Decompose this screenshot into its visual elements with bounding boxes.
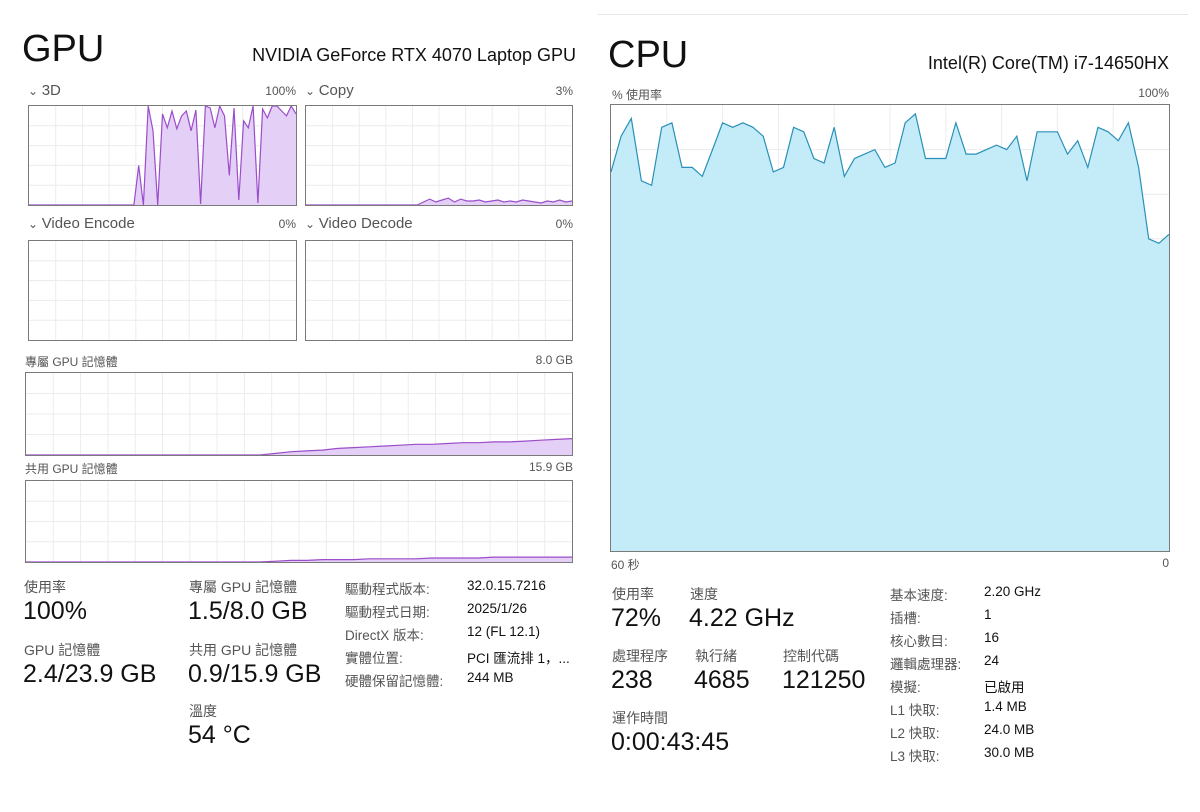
cpu-l1-key: L1 快取:: [890, 703, 940, 718]
cpu-utilization-value: 72%: [611, 604, 662, 632]
cpu-logical-key: 邏輯處理器:: [890, 657, 962, 672]
cpu-l2-value: 24.0 MB: [984, 722, 1035, 737]
cpu-cores-key: 核心數目:: [890, 634, 948, 649]
engine-copy-graph: [305, 105, 573, 206]
cpu-handles-value: 121250: [782, 666, 866, 694]
gpu-temp-label: 溫度: [189, 703, 217, 719]
chevron-down-icon: ⌄: [305, 217, 316, 231]
shared-memory-label: 共用 GPU 記憶體: [25, 462, 118, 476]
engine-decode-label: Video Decode: [318, 215, 413, 232]
engine-3d-trace-area: [29, 106, 296, 205]
cpu-speed-label: 速度: [690, 586, 718, 602]
chevron-down-icon: ⌄: [28, 217, 39, 231]
cpu-device-name: Intel(R) Core(TM) i7-14650HX: [927, 53, 1169, 73]
engine-3d-graph: [28, 105, 297, 206]
cpu-processes-label: 處理程序: [612, 648, 668, 664]
dedicated-memory-graph: [25, 372, 573, 456]
cpu-processes-value: 238: [611, 666, 653, 694]
cpu-cores-value: 16: [984, 630, 1000, 645]
cpu-uptime-value: 0:00:43:45: [611, 728, 730, 756]
gpu-directx-value: 12 (FL 12.1): [467, 624, 541, 639]
cpu-sockets-key: 插槽:: [890, 611, 921, 626]
gpu-location-key: 實體位置:: [345, 651, 403, 666]
gpu-driver-date-value: 2025/1/26: [467, 601, 528, 616]
cpu-base-speed-key: 基本速度:: [890, 588, 948, 603]
shared-memory-graph: [25, 480, 573, 563]
engine-decode-max: 0%: [555, 217, 573, 231]
cpu-graph-max: 100%: [1138, 86, 1169, 100]
engine-encode-max: 0%: [278, 217, 296, 231]
cpu-threads-value: 4685: [694, 666, 750, 694]
cpu-title: CPU: [608, 34, 689, 76]
panel-top-border: [598, 14, 1188, 15]
cpu-virtualization-key: 模擬:: [890, 680, 921, 695]
cpu-uptime-label: 運作時間: [612, 710, 668, 726]
engine-3d-trace-line: [29, 106, 296, 205]
gpu-utilization-label: 使用率: [24, 579, 66, 595]
chevron-down-icon: ⌄: [305, 84, 316, 98]
engine-copy-trace-line: [306, 197, 572, 205]
cpu-l3-key: L3 快取:: [890, 749, 940, 764]
engine-encode-graph: [28, 240, 297, 341]
cpu-time-left: 60 秒: [611, 558, 640, 572]
gpu-memory-value: 2.4/23.9 GB: [23, 660, 157, 688]
dedicated-memory-trace-area: [26, 438, 572, 455]
gpu-utilization-value: 100%: [23, 597, 87, 625]
engine-3d-max: 100%: [265, 84, 296, 98]
cpu-l2-key: L2 快取:: [890, 726, 940, 741]
cpu-utilization-graph: [610, 104, 1170, 552]
gpu-driver-date-key: 驅動程式日期:: [345, 605, 430, 620]
engine-3d-label: 3D: [41, 82, 61, 99]
cpu-handles-label: 控制代碼: [783, 648, 839, 664]
gpu-location-value: PCI 匯流排 1，...: [467, 651, 570, 666]
cpu-utilization-label: 使用率: [612, 586, 654, 602]
dedicated-memory-label: 專屬 GPU 記憶體: [25, 355, 118, 369]
gpu-driver-version-value: 32.0.15.7216: [467, 578, 546, 593]
gpu-reserved-value: 244 MB: [467, 670, 514, 685]
cpu-logical-value: 24: [984, 653, 1000, 668]
gpu-driver-version-key: 驅動程式版本:: [345, 582, 430, 597]
gpu-memory-label: GPU 記憶體: [24, 642, 101, 658]
cpu-virtualization-value: 已啟用: [984, 680, 1025, 695]
gpu-device-name: NVIDIA GeForce RTX 4070 Laptop GPU: [252, 45, 576, 65]
gpu-shared-value: 0.9/15.9 GB: [188, 660, 322, 688]
gpu-dedicated-label: 專屬 GPU 記憶體: [189, 579, 298, 595]
gpu-reserved-key: 硬體保留記憶體:: [345, 674, 444, 689]
cpu-threads-label: 執行緒: [695, 648, 737, 664]
cpu-time-right: 0: [1162, 556, 1169, 570]
gpu-temp-value: 54 °C: [188, 721, 251, 749]
engine-decode-graph: [305, 240, 573, 341]
engine-encode-label: Video Encode: [41, 215, 135, 232]
engine-copy-header[interactable]: ⌄ Copy: [305, 82, 354, 99]
gpu-directx-key: DirectX 版本:: [345, 628, 424, 643]
cpu-l3-value: 30.0 MB: [984, 745, 1035, 760]
cpu-utilization-trace-area: [611, 113, 1169, 551]
engine-decode-header[interactable]: ⌄ Video Decode: [305, 215, 413, 232]
engine-copy-label: Copy: [318, 82, 354, 99]
shared-memory-max: 15.9 GB: [528, 460, 573, 474]
dedicated-memory-trace-line: [26, 438, 572, 455]
cpu-speed-value: 4.22 GHz: [689, 604, 795, 632]
engine-copy-max: 3%: [555, 84, 573, 98]
shared-memory-trace-line: [26, 556, 572, 562]
cpu-base-speed-value: 2.20 GHz: [984, 584, 1042, 599]
chevron-down-icon: ⌄: [28, 84, 39, 98]
cpu-l1-value: 1.4 MB: [984, 699, 1027, 714]
gpu-dedicated-value: 1.5/8.0 GB: [188, 597, 308, 625]
cpu-utilization-trace-line: [611, 112, 1169, 245]
cpu-sockets-value: 1: [984, 607, 992, 622]
gpu-shared-label: 共用 GPU 記憶體: [189, 642, 298, 658]
engine-encode-header[interactable]: ⌄ Video Encode: [28, 215, 135, 232]
dedicated-memory-max: 8.0 GB: [535, 353, 573, 367]
cpu-graph-label: % 使用率: [612, 88, 663, 102]
engine-3d-header[interactable]: ⌄ 3D: [28, 82, 61, 99]
gpu-title: GPU: [22, 28, 105, 70]
